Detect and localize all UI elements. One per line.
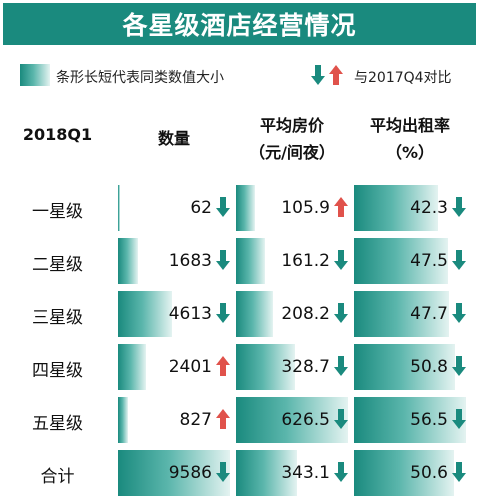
price-cell: 626.5 bbox=[236, 397, 348, 443]
occ-value: 47.7 bbox=[410, 304, 448, 324]
down-arrow-icon bbox=[452, 409, 466, 429]
price-cell: 343.1 bbox=[236, 450, 348, 496]
count-bar bbox=[118, 397, 128, 443]
occ-value: 50.8 bbox=[410, 357, 448, 377]
legend-arrows-icon bbox=[311, 65, 343, 85]
up-arrow-icon bbox=[216, 409, 230, 429]
up-arrow-icon bbox=[334, 197, 348, 217]
down-arrow-icon bbox=[452, 462, 466, 482]
header-period: 2018Q1 bbox=[22, 125, 93, 144]
row-label: 二星级 bbox=[32, 255, 83, 275]
legend-bar-swatch bbox=[20, 64, 50, 86]
occ-cell: 47.5 bbox=[354, 238, 466, 284]
occ-cell: 42.3 bbox=[354, 185, 466, 231]
chart-title: 各星级酒店经营情况 bbox=[3, 3, 476, 45]
count-value: 2401 bbox=[168, 357, 212, 377]
down-arrow-icon bbox=[216, 250, 230, 270]
count-cell: 4613 bbox=[118, 291, 230, 337]
price-cell: 161.2 bbox=[236, 238, 348, 284]
down-arrow-icon bbox=[334, 356, 348, 376]
down-arrow-icon bbox=[452, 197, 466, 217]
count-cell: 62 bbox=[118, 185, 230, 231]
occ-bar bbox=[354, 397, 466, 443]
count-bar bbox=[118, 238, 138, 284]
header-occ-line2: （%） bbox=[385, 143, 435, 162]
count-cell: 2401 bbox=[118, 344, 230, 390]
occ-value: 47.5 bbox=[410, 251, 448, 271]
price-value: 161.2 bbox=[281, 251, 330, 271]
count-value: 62 bbox=[190, 198, 212, 218]
price-value: 105.9 bbox=[281, 198, 330, 218]
row-label: 一星级 bbox=[32, 202, 83, 222]
down-arrow-icon bbox=[452, 250, 466, 270]
header-occ-line1: 平均出租率 bbox=[369, 116, 450, 135]
occ-cell: 47.7 bbox=[354, 291, 466, 337]
legend-up-arrow-icon bbox=[329, 65, 343, 85]
occ-bar bbox=[354, 344, 455, 390]
row-label: 三星级 bbox=[32, 308, 83, 328]
legend-arrow-text: 与2017Q4对比 bbox=[354, 70, 452, 86]
count-cell: 1683 bbox=[118, 238, 230, 284]
count-cell: 827 bbox=[118, 397, 230, 443]
count-value: 9586 bbox=[168, 463, 212, 483]
price-bar bbox=[236, 344, 295, 390]
down-arrow-icon bbox=[216, 197, 230, 217]
down-arrow-icon bbox=[334, 303, 348, 323]
price-value: 208.2 bbox=[281, 304, 330, 324]
count-value: 827 bbox=[179, 410, 212, 430]
count-value: 1683 bbox=[168, 251, 212, 271]
price-bar bbox=[236, 291, 273, 337]
count-bar bbox=[118, 344, 146, 390]
occ-bar bbox=[354, 291, 449, 337]
header-count: 数量 bbox=[157, 129, 190, 148]
price-cell: 328.7 bbox=[236, 344, 348, 390]
price-value: 626.5 bbox=[281, 410, 330, 430]
occ-cell: 50.6 bbox=[354, 450, 466, 496]
up-arrow-icon bbox=[216, 356, 230, 376]
occ-bar bbox=[354, 185, 438, 231]
count-cell: 9586 bbox=[118, 450, 230, 496]
down-arrow-icon bbox=[216, 303, 230, 323]
price-bar bbox=[236, 238, 265, 284]
price-value: 328.7 bbox=[281, 357, 330, 377]
down-arrow-icon bbox=[216, 462, 230, 482]
down-arrow-icon bbox=[452, 303, 466, 323]
count-bar bbox=[118, 185, 120, 231]
occ-value: 50.6 bbox=[410, 463, 448, 483]
down-arrow-icon bbox=[334, 409, 348, 429]
occ-bar bbox=[354, 238, 448, 284]
down-arrow-icon bbox=[334, 462, 348, 482]
header-price-line1: 平均房价 bbox=[259, 116, 324, 135]
row-label: 五星级 bbox=[32, 414, 83, 434]
header-price-line2: （元/间夜） bbox=[249, 143, 335, 162]
occ-cell: 50.8 bbox=[354, 344, 466, 390]
price-value: 343.1 bbox=[281, 463, 330, 483]
legend-bar-text: 条形长短代表同类数值大小 bbox=[56, 70, 224, 86]
down-arrow-icon bbox=[452, 356, 466, 376]
price-bar bbox=[236, 397, 348, 443]
count-bar bbox=[118, 291, 172, 337]
down-arrow-icon bbox=[334, 250, 348, 270]
row-label: 四星级 bbox=[32, 361, 83, 381]
count-value: 4613 bbox=[168, 304, 212, 324]
price-cell: 208.2 bbox=[236, 291, 348, 337]
occ-value: 42.3 bbox=[410, 198, 448, 218]
price-cell: 105.9 bbox=[236, 185, 348, 231]
legend-down-arrow-icon bbox=[311, 65, 325, 85]
occ-value: 56.5 bbox=[410, 410, 448, 430]
occ-cell: 56.5 bbox=[354, 397, 466, 443]
row-label: 合计 bbox=[40, 467, 75, 487]
price-bar bbox=[236, 185, 255, 231]
